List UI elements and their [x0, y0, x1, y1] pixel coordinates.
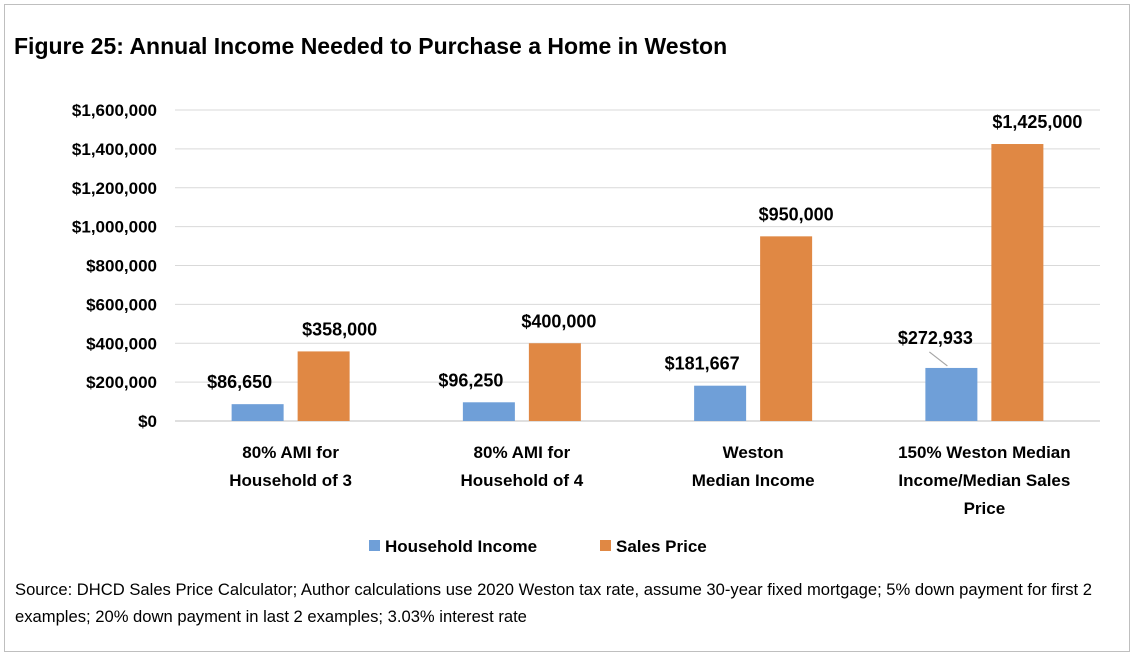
legend-swatch [600, 540, 611, 551]
category-label: Household of 4 [460, 471, 583, 490]
bars [231, 144, 1044, 421]
y-tick-label: $1,000,000 [72, 218, 157, 237]
data-label: $950,000 [759, 204, 834, 224]
data-label: $272,933 [898, 328, 973, 348]
y-tick-label: $200,000 [86, 373, 157, 392]
data-label: $96,250 [438, 370, 503, 390]
legend-label: Sales Price [616, 537, 707, 556]
bar-chart: $0 $200,000 $400,000 $600,000 $800,000 $1,000… [72, 101, 1100, 556]
data-label: $1,425,000 [992, 112, 1082, 132]
y-axis-tick-labels: $0 $200,000 $400,000 $600,000 $800,000 $1,000… [72, 101, 157, 431]
y-tick-label: $1,400,000 [72, 140, 157, 159]
legend-label: Household Income [385, 537, 537, 556]
data-label: $181,667 [665, 354, 740, 374]
source-note: Source: DHCD Sales Price Calculator; Aut… [15, 580, 1092, 626]
bar-household-income [925, 367, 978, 421]
category-label: Median Income [692, 471, 815, 490]
category-label: 150% Weston Median [898, 443, 1071, 462]
category-label: 80% AMI for [474, 443, 571, 462]
bar-sales-price [991, 144, 1044, 421]
bar-sales-price [760, 236, 813, 421]
data-label: $400,000 [521, 311, 596, 331]
category-label: 80% AMI for [242, 443, 339, 462]
bar-sales-price [297, 351, 350, 421]
y-tick-label: $600,000 [86, 295, 157, 314]
bar-household-income [462, 402, 515, 421]
x-axis-category-labels: 80% AMI for Household of 3 80% AMI for Hous… [229, 443, 1070, 518]
data-label: $358,000 [302, 319, 377, 339]
category-label: Price [964, 499, 1006, 518]
legend: Household Income Sales Price [369, 537, 707, 556]
legend-swatch [369, 540, 380, 551]
y-tick-label: $1,600,000 [72, 101, 157, 120]
y-tick-label: $800,000 [86, 257, 157, 276]
category-label: Household of 3 [229, 471, 352, 490]
bar-household-income [694, 385, 747, 421]
bar-household-income [231, 404, 284, 421]
data-label-leader-line [929, 351, 948, 367]
y-tick-label: $0 [138, 412, 157, 431]
y-tick-label: $1,200,000 [72, 179, 157, 198]
chart-title: Figure 25: Annual Income Needed to Purch… [14, 33, 728, 59]
y-tick-label: $400,000 [86, 334, 157, 353]
data-label: $86,650 [207, 372, 272, 392]
figure-frame [4, 4, 1130, 652]
bar-sales-price [528, 343, 581, 421]
category-label: Income/Median Sales [898, 471, 1070, 490]
data-labels: $86,650 $358,000 $96,250 $400,000 $181,667 $9… [207, 112, 1082, 392]
category-label: Weston [723, 443, 784, 462]
